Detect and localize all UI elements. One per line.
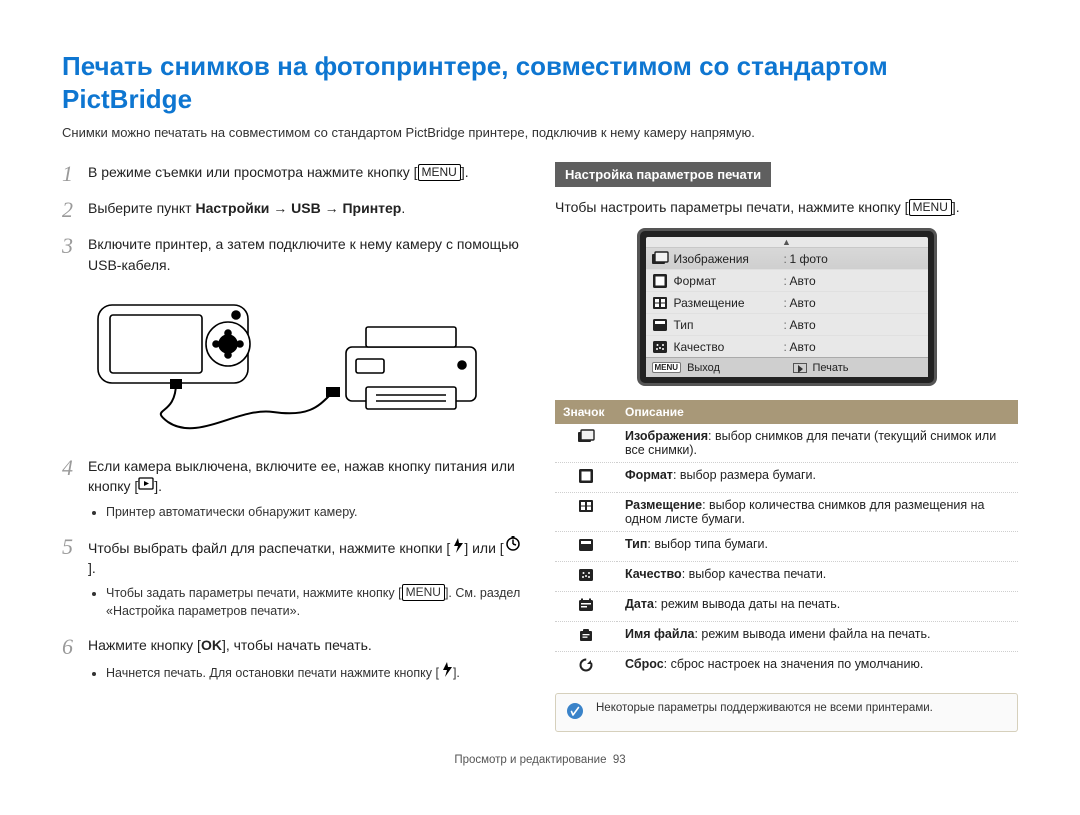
- play-icon: [793, 363, 807, 373]
- note-text: Некоторые параметры поддерживаются не вс…: [596, 702, 933, 714]
- note-box: Некоторые параметры поддерживаются не вс…: [555, 693, 1018, 732]
- timer-icon: [504, 535, 522, 553]
- lcd-row: Тип: Авто: [646, 313, 928, 335]
- layout-icon: [577, 498, 595, 514]
- lcd-row: Качество: Авто: [646, 335, 928, 357]
- step-3-text: Включите принтер, а затем подключите к н…: [88, 234, 525, 275]
- icon-description-table: Значок Описание Изображения: выбор снимк…: [555, 400, 1018, 681]
- step-4: 4 Если камера выключена, включите ее, на…: [62, 456, 525, 523]
- date-icon: [577, 597, 595, 613]
- flash-icon: [439, 661, 453, 677]
- table-row: Формат: выбор размера бумаги.: [555, 463, 1018, 493]
- menu-button-label: MENU: [418, 164, 461, 181]
- intro-text: Снимки можно печатать на совместимом со …: [62, 125, 1018, 140]
- step-5: 5 Чтобы выбрать файл для распечатки, наж…: [62, 535, 525, 623]
- step-2: 2 Выберите пункт Настройки → USB → Принт…: [62, 198, 525, 222]
- step-4-sub: Принтер автоматически обнаружит камеру.: [106, 503, 525, 521]
- table-row: Тип: выбор типа бумаги.: [555, 532, 1018, 562]
- step-6-sub: Начнется печать. Для остановки печати на…: [106, 661, 460, 682]
- table-row: Имя файла: режим вывода имени файла на п…: [555, 622, 1018, 652]
- type-icon: [577, 537, 595, 553]
- table-row: Размещение: выбор количества снимков для…: [555, 493, 1018, 532]
- lcd-screenshot: ▲ Изображения: 1 фото Формат: Авто: [637, 228, 937, 386]
- note-icon: [566, 702, 586, 723]
- ok-button-label: OK: [201, 637, 222, 653]
- format-icon: [577, 468, 595, 484]
- lcd-row: Размещение: Авто: [646, 291, 928, 313]
- reset-icon: [577, 657, 595, 673]
- quality-icon: [577, 567, 595, 583]
- step-6: 6 Нажмите кнопку [OK], чтобы начать печа…: [62, 635, 525, 684]
- play-icon: [138, 476, 154, 491]
- step-3: 3 Включите принтер, а затем подключите к…: [62, 234, 525, 275]
- page-title: Печать снимков на фотопринтере, совмести…: [62, 50, 1018, 115]
- right-intro: Чтобы настроить параметры печати, нажмит…: [555, 199, 1018, 216]
- right-column: Настройка параметров печати Чтобы настро…: [555, 162, 1018, 732]
- menu-button-label: MENU: [402, 584, 445, 601]
- flash-icon: [450, 537, 464, 553]
- menu-button-label: MENU: [909, 199, 952, 216]
- images-icon: [577, 429, 595, 445]
- page-footer: Просмотр и редактирование 93: [62, 754, 1018, 766]
- step-5-sub: Чтобы задать параметры печати, нажмите к…: [106, 584, 525, 620]
- table-header-icon: Значок: [555, 400, 617, 424]
- table-row: Сброс: сброс настроек на значения по умо…: [555, 652, 1018, 682]
- table-row: Качество: выбор качества печати.: [555, 562, 1018, 592]
- filename-icon: [577, 627, 595, 643]
- table-header-desc: Описание: [617, 400, 1018, 424]
- lcd-row: Формат: Авто: [646, 269, 928, 291]
- lcd-row: Изображения: 1 фото: [646, 247, 928, 269]
- menu-badge: MENU: [652, 362, 682, 373]
- table-row: Дата: режим вывода даты на печать.: [555, 592, 1018, 622]
- step-1: 1 В режиме съемки или просмотра нажмите …: [62, 162, 525, 186]
- table-row: Изображения: выбор снимков для печати (т…: [555, 424, 1018, 463]
- left-column: 1 В режиме съемки или просмотра нажмите …: [62, 162, 525, 732]
- manual-page: Печать снимков на фотопринтере, совмести…: [0, 0, 1080, 786]
- connection-diagram: [88, 287, 525, 442]
- step-1-text: В режиме съемки или просмотра нажмите кн…: [88, 164, 414, 180]
- section-header: Настройка параметров печати: [555, 162, 771, 187]
